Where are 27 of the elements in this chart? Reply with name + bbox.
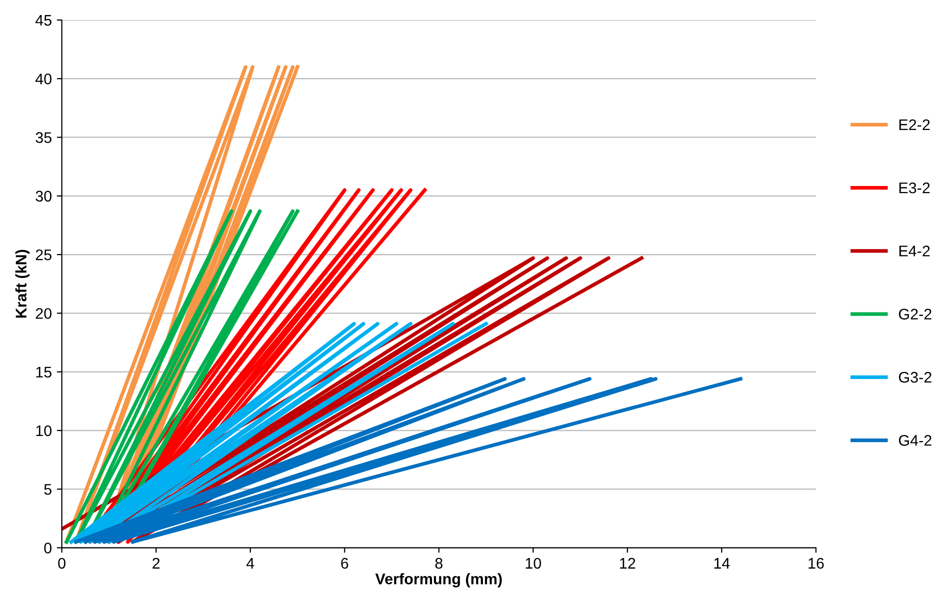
y-tick-label: 10 xyxy=(36,425,52,436)
legend-label: E2-2 xyxy=(899,119,930,130)
y-tick-label: 25 xyxy=(36,249,52,260)
y-tick-label: 35 xyxy=(36,132,52,143)
x-tick-label: 2 xyxy=(152,558,160,569)
x-tick-label: 10 xyxy=(526,558,542,569)
y-axis-title: Kraft (kN) xyxy=(15,250,30,318)
y-tick-label: 5 xyxy=(44,484,52,495)
x-axis-title: Verformung (mm) xyxy=(375,573,502,588)
x-tick-label: 0 xyxy=(58,558,66,569)
y-tick-label: 40 xyxy=(35,74,52,84)
x-tick-label: 6 xyxy=(341,558,348,569)
x-tick-label: 12 xyxy=(620,558,636,569)
legend-label: G3-2 xyxy=(898,372,932,383)
x-tick-label: 14 xyxy=(714,558,730,569)
x-tick-label: 16 xyxy=(808,558,824,569)
y-tick-label: 30 xyxy=(36,190,52,202)
legend-label: G2-2 xyxy=(898,308,932,320)
y-tick-label: 0 xyxy=(44,542,52,554)
x-tick-label: 4 xyxy=(246,558,254,569)
x-tick-label: 8 xyxy=(435,558,442,569)
legend-label: G4-2 xyxy=(898,435,932,446)
legend-label: E3-2 xyxy=(899,182,930,194)
y-tick-label: 45 xyxy=(35,15,52,26)
y-tick-label: 20 xyxy=(36,308,52,319)
legend-label: E4-2 xyxy=(899,246,930,256)
y-tick-label: 15 xyxy=(36,366,52,378)
